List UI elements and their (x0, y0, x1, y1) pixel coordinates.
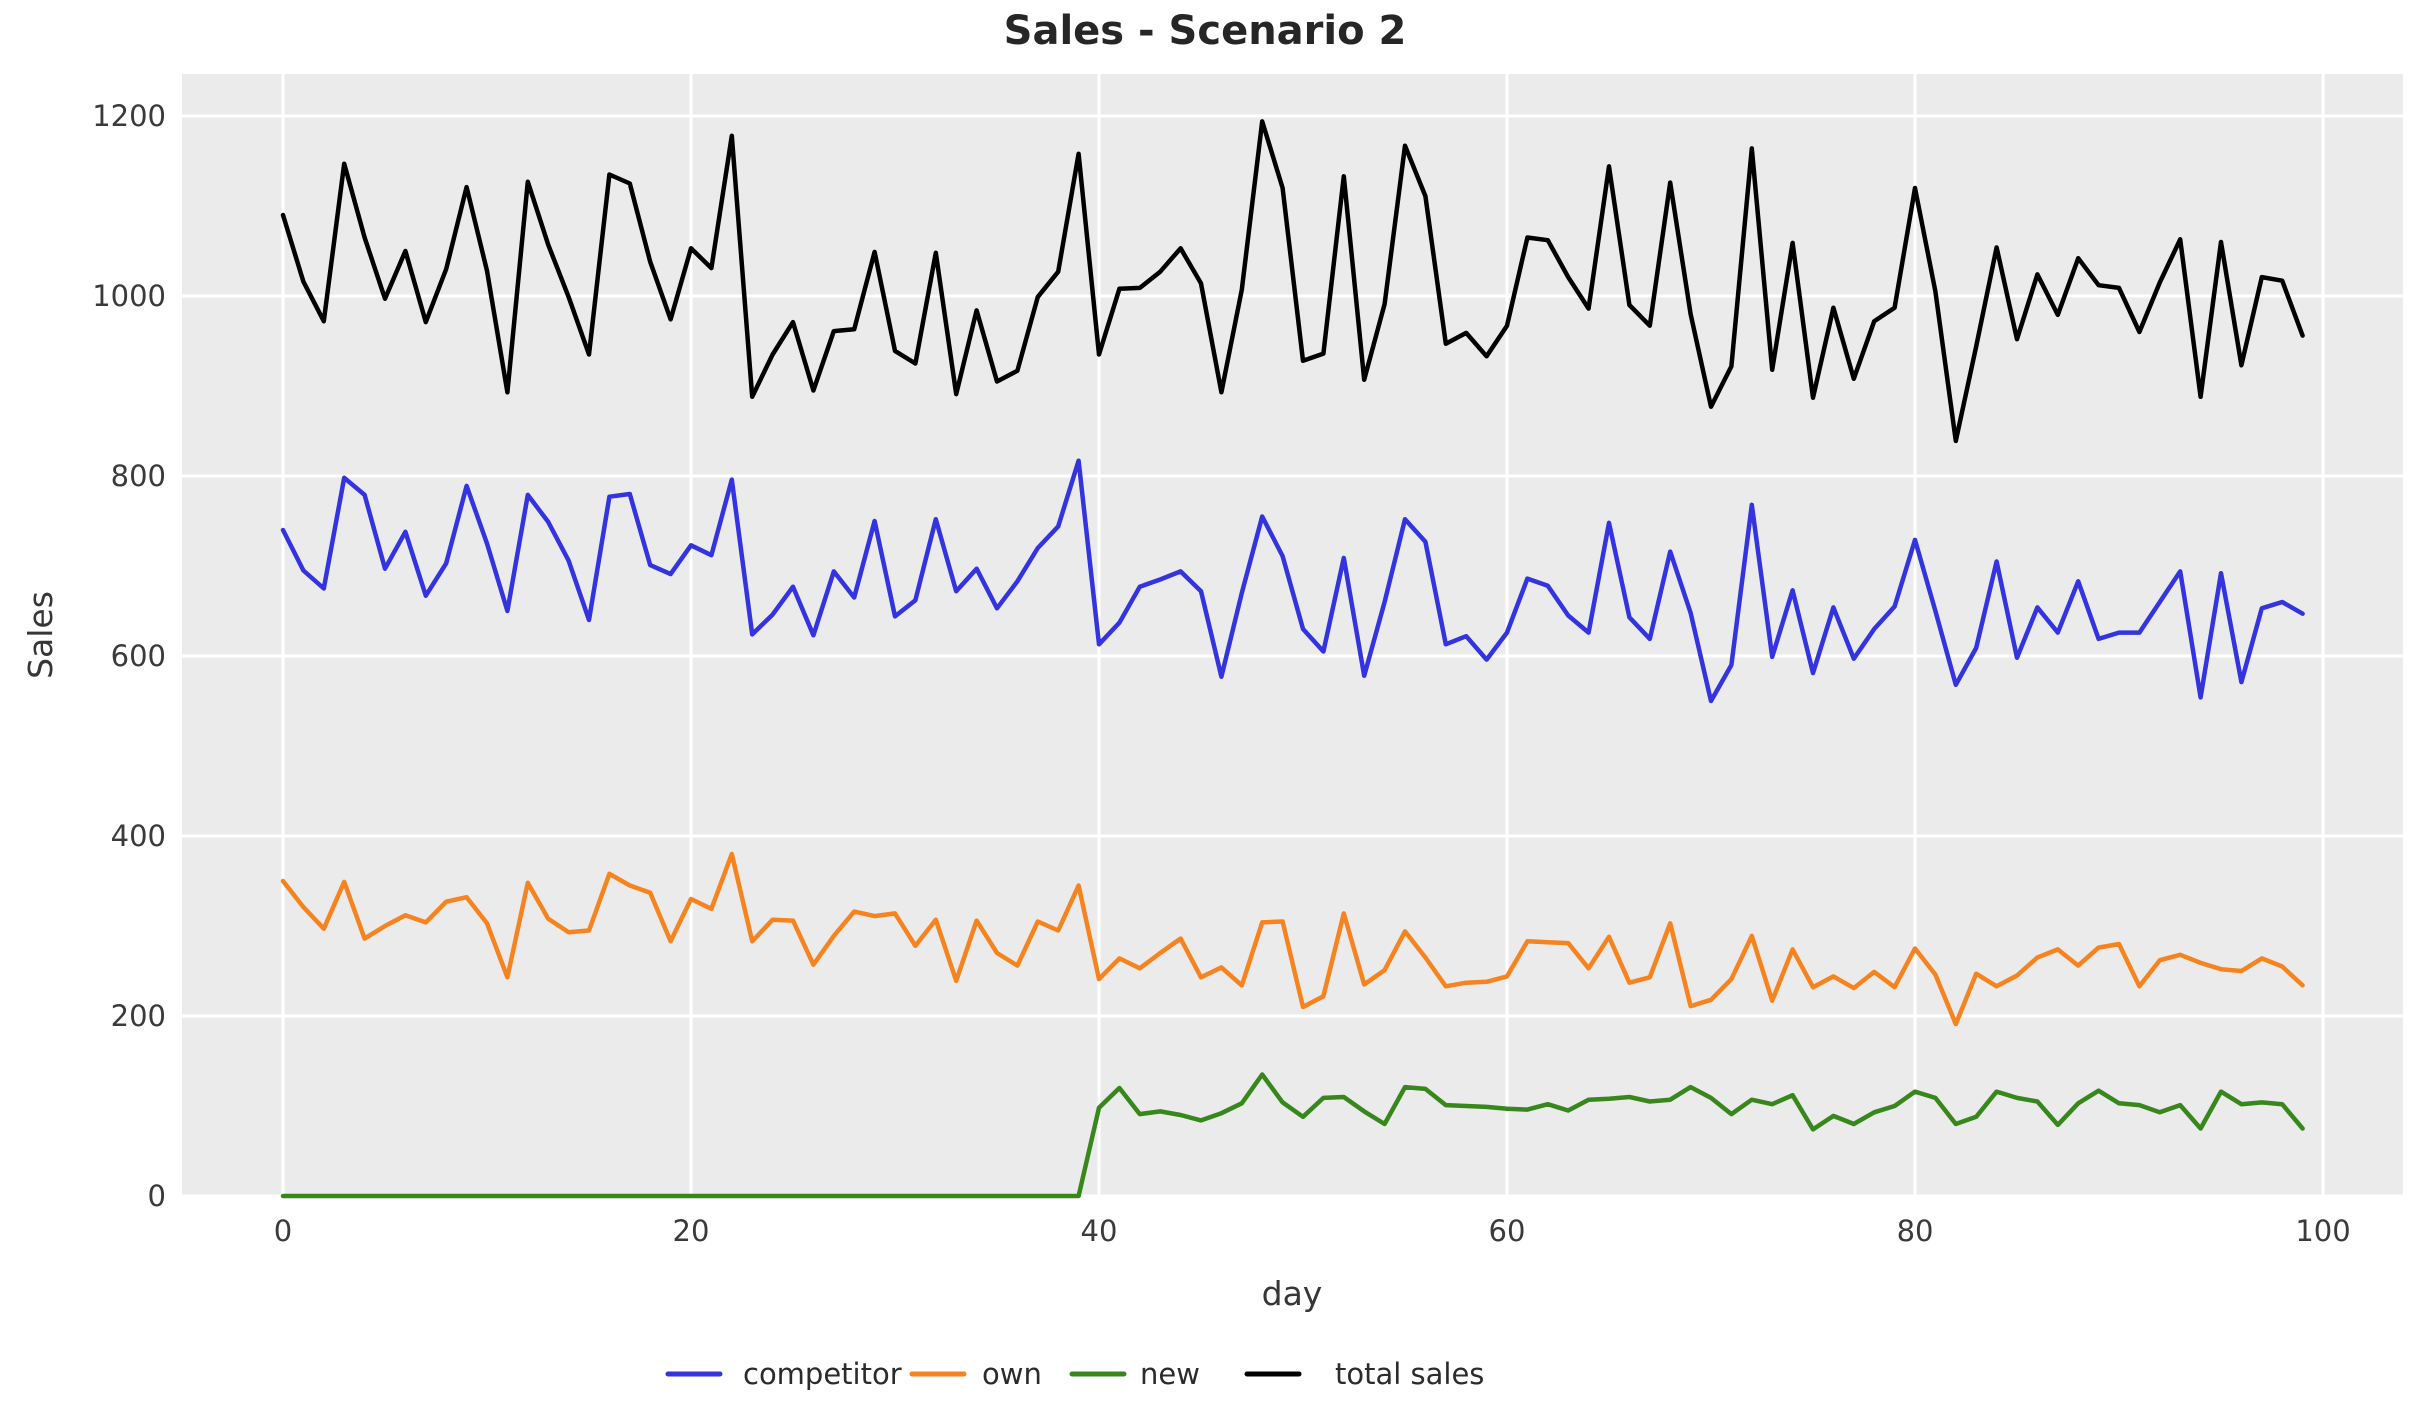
legend-label-total-sales: total sales (1335, 1357, 1484, 1391)
y-tick-label-1200: 1200 (92, 99, 166, 133)
y-tick-label-600: 600 (111, 639, 166, 673)
series-line-total-sales (280, 119, 2305, 444)
legend-item-own: own (909, 1357, 1042, 1391)
y-tick-label-0: 0 (148, 1179, 166, 1213)
x-tick-label-20: 20 (673, 1214, 710, 1248)
chart-title: Sales - Scenario 2 (1004, 8, 1407, 54)
x-axis-tick-labels: 0 20 40 60 80 100 (274, 1214, 2351, 1248)
x-axis-label: day (1262, 1274, 1323, 1313)
y-tick-label-200: 200 (111, 999, 166, 1033)
x-tick-label-80: 80 (1897, 1214, 1934, 1248)
x-tick-label-100: 100 (2295, 1214, 2350, 1248)
series-lines (280, 119, 2305, 1199)
legend-item-new: new (1069, 1357, 1200, 1391)
x-tick-label-60: 60 (1489, 1214, 1526, 1248)
series-line-own (280, 851, 2305, 1027)
legend-item-competitor: competitor (665, 1357, 902, 1391)
y-axis-label: Sales (21, 591, 60, 679)
y-tick-label-400: 400 (111, 819, 166, 853)
legend-label-own: own (982, 1357, 1042, 1391)
y-axis-tick-labels: 0 200 400 600 800 1000 1200 (92, 99, 166, 1213)
plot-area (182, 74, 2403, 1196)
x-tick-label-40: 40 (1081, 1214, 1118, 1248)
legend-label-new: new (1140, 1357, 1200, 1391)
series-line-competitor (280, 458, 2305, 704)
y-tick-label-800: 800 (111, 459, 166, 493)
legend-item-total-sales: total sales (1244, 1357, 1484, 1391)
series-line-new (280, 1072, 2305, 1199)
legend: competitor own new total sales (665, 1357, 1484, 1391)
legend-label-competitor: competitor (743, 1357, 902, 1391)
x-tick-label-0: 0 (274, 1214, 292, 1248)
y-tick-label-1000: 1000 (92, 279, 166, 313)
